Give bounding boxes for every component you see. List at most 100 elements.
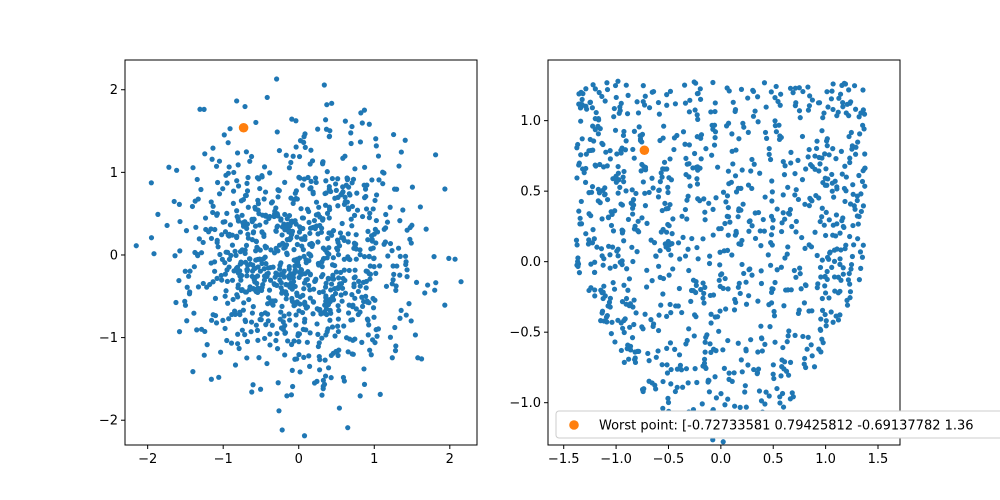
data-point [725, 168, 732, 174]
data-point [749, 223, 755, 229]
data-point [303, 257, 309, 263]
data-point [390, 131, 397, 138]
data-point [854, 197, 860, 204]
data-point [248, 329, 254, 335]
data-point [659, 362, 665, 368]
data-point [370, 295, 376, 302]
data-point [823, 232, 829, 239]
data-point [222, 293, 228, 299]
data-point [371, 255, 377, 261]
data-point [731, 307, 738, 313]
data-point [835, 317, 842, 323]
data-point [778, 228, 785, 235]
data-point [220, 219, 226, 225]
data-point [287, 223, 293, 229]
data-point [361, 381, 368, 387]
data-point [319, 225, 325, 231]
data-point [302, 144, 308, 150]
data-point [403, 312, 409, 318]
data-point [245, 235, 251, 241]
data-point [291, 257, 297, 263]
data-point [604, 163, 610, 169]
data-point [683, 171, 689, 178]
data-point [668, 366, 674, 373]
data-point [610, 280, 616, 286]
data-point [858, 208, 864, 215]
data-point [290, 383, 296, 390]
data-point [621, 128, 627, 135]
data-point [404, 274, 410, 280]
data-point [698, 156, 704, 162]
data-point [576, 208, 582, 214]
data-point [578, 152, 584, 158]
data-point [795, 196, 802, 203]
data-point [675, 240, 682, 246]
data-point [708, 311, 714, 317]
data-point [367, 210, 373, 216]
data-point [296, 351, 302, 358]
data-point [739, 261, 745, 268]
data-point [847, 233, 853, 240]
data-point [686, 109, 692, 115]
data-point [338, 292, 344, 298]
data-point [711, 142, 718, 148]
data-point [578, 118, 584, 124]
data-point [784, 251, 790, 257]
data-point [664, 345, 670, 351]
data-point [266, 215, 272, 222]
data-point [661, 159, 668, 165]
data-point [584, 106, 590, 112]
data-point [690, 288, 696, 294]
data-point [840, 271, 846, 277]
data-point [301, 176, 307, 182]
data-point [244, 266, 250, 273]
data-point [357, 393, 363, 399]
data-point [314, 321, 320, 327]
data-point [328, 375, 334, 381]
data-point [300, 292, 306, 298]
data-point [353, 256, 359, 262]
data-point [581, 170, 587, 176]
data-point [352, 166, 358, 172]
data-point [230, 200, 236, 207]
data-point [282, 330, 288, 336]
data-point [723, 306, 729, 312]
data-point [792, 192, 798, 198]
data-point [670, 216, 676, 222]
data-point [857, 249, 864, 255]
data-point [620, 132, 627, 139]
data-point [712, 135, 718, 141]
data-point [796, 85, 802, 91]
data-point [330, 272, 336, 278]
data-point [362, 164, 368, 170]
data-point [601, 283, 607, 289]
data-point [320, 386, 326, 392]
data-point [713, 195, 719, 201]
data-point [646, 105, 653, 111]
data-point [591, 236, 597, 242]
data-point [822, 311, 828, 318]
data-point [293, 221, 299, 227]
scatter-points [133, 76, 464, 439]
data-point [796, 307, 802, 313]
data-point [834, 184, 840, 190]
data-point [822, 290, 829, 296]
data-point [351, 212, 358, 218]
data-point [815, 281, 821, 287]
data-point [697, 198, 703, 204]
data-point [575, 263, 581, 270]
data-point [238, 272, 245, 279]
data-point [423, 226, 429, 232]
data-point [329, 175, 335, 182]
data-point [691, 150, 698, 157]
data-point [345, 425, 351, 431]
data-point [694, 176, 700, 182]
data-point [246, 296, 252, 303]
data-point [387, 240, 394, 247]
data-point [769, 286, 775, 292]
data-point [814, 138, 820, 144]
data-point [816, 154, 822, 161]
data-point [339, 220, 345, 227]
data-point [623, 188, 629, 194]
data-point [364, 299, 370, 305]
